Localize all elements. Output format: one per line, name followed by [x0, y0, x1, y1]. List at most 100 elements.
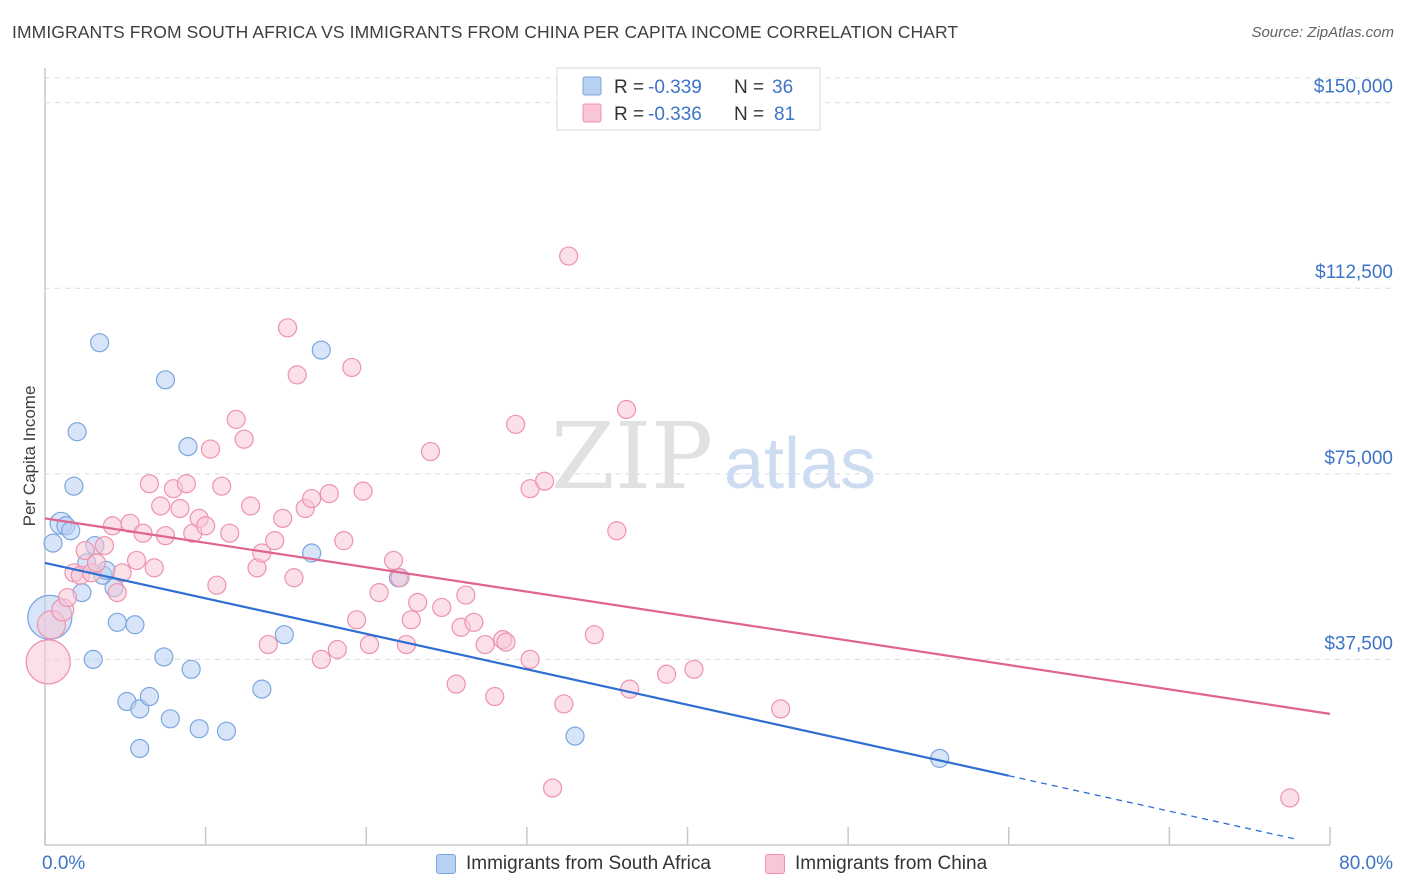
china-point — [139, 474, 160, 494]
china-point — [212, 476, 232, 496]
stats-swatch-blue — [582, 76, 602, 96]
china-point — [94, 535, 115, 556]
south-africa-point — [155, 370, 176, 390]
china-point — [200, 439, 221, 459]
south-africa-point — [154, 647, 174, 667]
china-point — [559, 246, 579, 266]
south-africa-point — [83, 649, 103, 670]
south-africa-point — [311, 340, 331, 360]
china-point — [432, 597, 452, 618]
china-point — [102, 516, 123, 536]
y-tick-label: $37,500 — [1324, 633, 1393, 654]
stats-swatch-pink — [582, 103, 602, 123]
x-tick-label: 80.0% — [1339, 853, 1393, 874]
south-africa-point — [61, 521, 81, 541]
china-point — [408, 592, 428, 613]
stats-n-value-1: 36 — [772, 77, 793, 98]
watermark-zip: ZIP — [551, 403, 713, 510]
china-point — [207, 575, 227, 595]
south-africa-point — [178, 437, 198, 457]
china-point — [151, 496, 171, 516]
china-point — [176, 474, 196, 494]
china-point — [684, 659, 704, 679]
chart-title: IMMIGRANTS FROM SOUTH AFRICA VS IMMIGRAN… — [12, 22, 959, 42]
china-point — [485, 686, 505, 707]
china-point — [25, 639, 71, 685]
china-point — [506, 414, 526, 434]
south-africa-point — [274, 625, 294, 645]
china-point — [475, 634, 495, 655]
y-tick-label: $112,500 — [1315, 262, 1393, 283]
china-point — [319, 484, 339, 504]
china-point — [220, 523, 240, 543]
china-point — [353, 481, 373, 501]
south-africa-trend-extension — [1008, 775, 1299, 841]
china-point — [616, 399, 637, 420]
stats-r-value-1: -0.339 — [648, 77, 702, 98]
china-point — [170, 498, 190, 519]
stats-n-value-2: 81 — [774, 104, 795, 125]
china-point — [287, 365, 307, 385]
china-trend-line — [44, 517, 1331, 715]
y-tick-label: $75,000 — [1324, 448, 1393, 469]
china-point — [584, 625, 604, 645]
legend-item-south-africa[interactable]: Immigrants from South Africa — [436, 852, 711, 876]
south-africa-point — [130, 738, 150, 759]
legend-swatch-blue — [436, 854, 456, 874]
china-point — [369, 582, 389, 603]
x-tick-label: 0.0% — [42, 853, 85, 874]
y-axis-label: Per Capita Income — [20, 386, 39, 527]
china-point — [107, 582, 127, 603]
south-africa-point — [216, 721, 237, 741]
china-point — [520, 649, 540, 670]
china-point — [258, 634, 278, 655]
china-point — [383, 550, 404, 571]
china-point — [273, 508, 293, 528]
china-point — [542, 778, 563, 798]
south-africa-point — [43, 533, 63, 553]
south-africa-point — [125, 615, 145, 635]
china-point — [1280, 788, 1300, 808]
china-point — [86, 553, 107, 573]
china-point — [196, 516, 216, 536]
watermark: ZIP atlas — [551, 403, 876, 510]
data-points — [25, 246, 1300, 808]
china-point — [464, 612, 484, 632]
china-point — [57, 587, 78, 608]
axes — [44, 68, 1331, 846]
south-africa-point — [64, 476, 84, 496]
stats-n-label-1: N = — [734, 77, 764, 98]
legend-item-china[interactable]: Immigrants from China — [765, 852, 987, 876]
china-point — [420, 441, 441, 462]
china-point — [347, 610, 367, 630]
china-point — [234, 429, 254, 449]
source-credit: Source: ZipAtlas.com — [1251, 24, 1394, 41]
grid-lines — [45, 77, 1395, 660]
china-point — [241, 496, 261, 516]
china-point — [342, 357, 362, 378]
china-point — [534, 471, 555, 491]
china-point — [75, 540, 95, 561]
south-africa-trend-line — [44, 561, 1009, 777]
stats-r-value-2: -0.336 — [648, 104, 702, 125]
china-point — [771, 699, 791, 719]
stats-r-label-2: R = — [614, 104, 644, 125]
legend-label-south-africa: Immigrants from South Africa — [466, 853, 711, 874]
china-point — [620, 679, 640, 699]
south-africa-point — [160, 709, 180, 729]
china-point — [554, 694, 574, 714]
china-point — [126, 550, 147, 571]
stats-r-label-1: R = — [614, 77, 644, 98]
legend-swatch-pink — [765, 854, 785, 874]
china-point — [311, 649, 331, 670]
china-point — [607, 521, 627, 541]
china-point — [334, 531, 354, 551]
china-point — [277, 318, 298, 338]
china-point — [327, 639, 347, 660]
china-point — [265, 531, 285, 551]
south-africa-point — [107, 612, 127, 632]
china-point — [657, 664, 677, 684]
south-africa-point — [565, 726, 585, 746]
south-africa-point — [181, 659, 201, 679]
